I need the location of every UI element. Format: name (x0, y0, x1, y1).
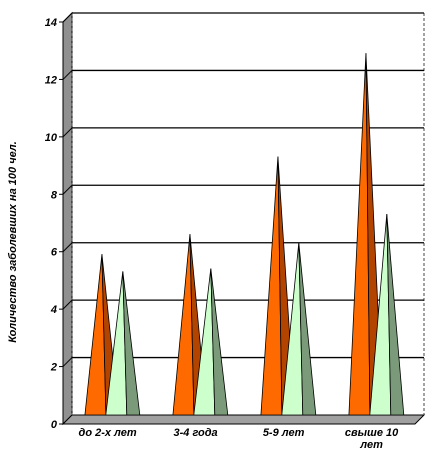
x-category-label-line: 3-4 года (173, 427, 217, 439)
x-category-label: до 2-х лет (79, 427, 137, 439)
y-tick-label: 6 (51, 247, 58, 259)
y-tick-label: 14 (45, 17, 57, 29)
cone-shade (386, 213, 405, 416)
gridline-depth (62, 242, 73, 253)
x-category-label: свыше 10 лет (345, 427, 399, 450)
gridline-depth (62, 127, 73, 138)
x-category-label-line: свыше 10 (345, 427, 399, 439)
y-axis-ticks: 0 2 4 6 8 10 12 14 (45, 17, 63, 431)
cone-shade (122, 271, 141, 416)
x-category-label-line: до 2-х лет (79, 427, 137, 439)
gridline-depth (62, 12, 73, 23)
y-tick-label: 12 (45, 74, 57, 86)
gridline-depth (62, 70, 73, 80)
chart-walls (61, 11, 426, 426)
cone-shade (298, 242, 317, 416)
x-axis-labels: до 2-х лет 3-4 года 5-9 лет свыше 10 лет (79, 427, 400, 450)
y-tick-label: 2 (50, 362, 57, 374)
gridline-depth (62, 184, 73, 195)
cone-shade (210, 268, 229, 416)
y-axis-label: Количество заболевших на 100 чел. (7, 141, 19, 343)
x-category-label-line: лет (359, 439, 383, 450)
y-tick-label: 4 (50, 304, 57, 316)
data-marks (84, 53, 405, 416)
y-tick-label: 0 (51, 419, 58, 431)
gridline-depth (62, 357, 73, 367)
y-tick-label: 8 (51, 189, 58, 201)
x-category-label-line: 5-9 лет (263, 427, 305, 439)
y-tick-label: 10 (45, 132, 58, 144)
x-category-label: 5-9 лет (263, 427, 305, 439)
gridline-depth (62, 299, 73, 310)
x-category-label: 3-4 года (173, 427, 217, 439)
floor (61, 414, 426, 425)
